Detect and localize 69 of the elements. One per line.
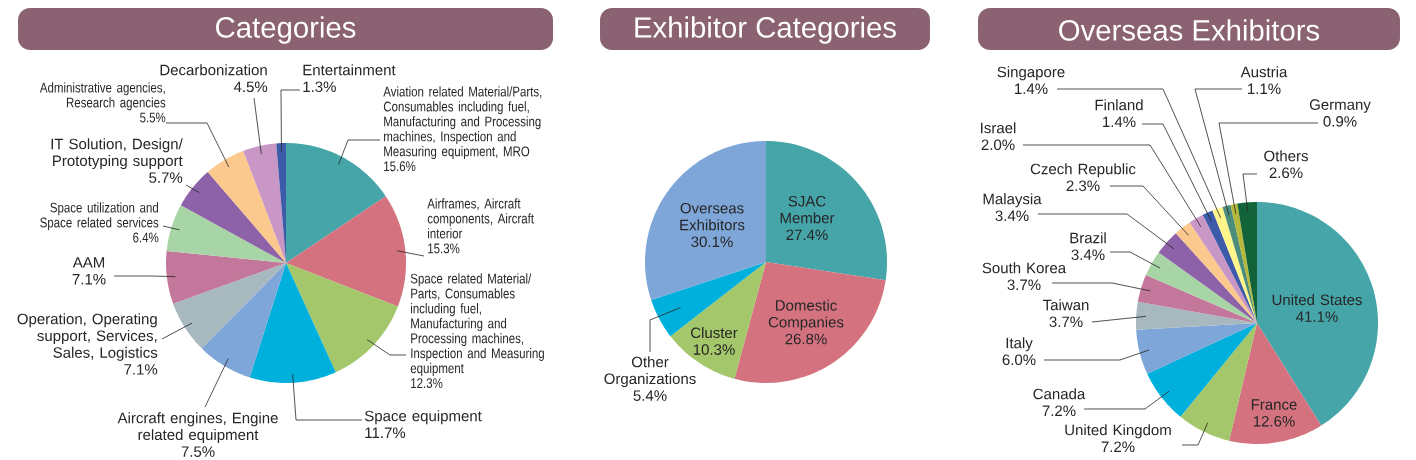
- chart-title: Categories: [216, 16, 356, 44]
- data-label: 7.2%: [1042, 405, 1076, 417]
- data-label: 2.0%: [981, 139, 1015, 151]
- chart-title: Overseas Exhibitors: [1059, 19, 1320, 41]
- data-label: 12.3%: [411, 378, 443, 389]
- slice-label: Taiwan: [1043, 299, 1089, 311]
- slice-label: Administrative agencies, Research agencies: [39, 82, 166, 111]
- data-label: 27.4%: [786, 229, 828, 241]
- data-label: 7.1%: [124, 364, 158, 375]
- data-label: 7.2%: [1101, 441, 1135, 453]
- data-label: 11.7%: [365, 427, 406, 439]
- data-label: 5.5%: [140, 112, 166, 123]
- data-label: 3.7%: [1007, 279, 1041, 291]
- data-label: 0.9%: [1323, 116, 1357, 127]
- slice-label: Aviation related Material/Parts, Consumables including fuel, Manufacturing and Processing machines, Inspection and Measuring equipment, MRO: [383, 86, 542, 160]
- slice-label: Czech Republic: [1030, 163, 1136, 178]
- slice-label: Overseas Exhibitors: [680, 202, 745, 231]
- data-label: 3.4%: [1071, 249, 1105, 261]
- data-label: 3.7%: [1049, 316, 1083, 328]
- data-label: 6.0%: [1002, 354, 1036, 366]
- slice-label: Aircraft engines, Engine related equipment: [117, 412, 278, 444]
- data-label: 2.3%: [1066, 180, 1100, 192]
- slice-label: Domestic Companies: [768, 299, 844, 331]
- data-label: 10.3%: [693, 344, 735, 355]
- data-label: 41.1%: [1296, 311, 1338, 322]
- chart-title: Exhibitor Categories: [635, 16, 896, 44]
- data-label: 4.5%: [233, 81, 268, 93]
- data-label: 1.4%: [1015, 83, 1048, 95]
- slice-label: Singapore: [997, 66, 1065, 81]
- slice-label: Israel: [981, 122, 1016, 134]
- data-label: 6.4%: [133, 232, 159, 243]
- data-label: 1.3%: [303, 81, 336, 93]
- data-label: 2.6%: [1269, 167, 1303, 179]
- slice-label: Malaysia: [983, 193, 1042, 208]
- slice-label: Space related Material/ Parts, Consumables including fuel, Manufacturing and Processing machines, Inspection and Measuring equipment: [410, 273, 544, 376]
- slice-label: United States: [1272, 294, 1362, 306]
- data-label: 5.4%: [633, 390, 667, 401]
- slice-label: Others: [1264, 150, 1308, 162]
- data-label: 7.1%: [72, 273, 106, 285]
- slice-label: AAM: [72, 257, 105, 268]
- data-label: 3.4%: [995, 210, 1029, 222]
- slice-label: France: [1251, 399, 1297, 410]
- slice-label: Operation, Operating support, Services, Sales, Logistics: [17, 313, 158, 361]
- slice-label: Airframes, Aircraft components, Aircraft interior: [427, 198, 534, 239]
- slice-label: SJAC Member: [780, 195, 835, 224]
- data-label: 1.1%: [1248, 83, 1281, 95]
- data-label: 7.5%: [181, 446, 215, 457]
- slice-label: United Kingdom: [1065, 424, 1171, 439]
- slice-label: Cluster: [691, 327, 738, 339]
- data-label: 5.7%: [149, 172, 183, 183]
- slice-label: Finland: [1095, 99, 1143, 111]
- slice-label: IT Solution, Design/ Prototyping support: [51, 138, 183, 170]
- slice-label: South Korea: [982, 262, 1067, 274]
- slice-label: Entertainment: [303, 64, 396, 76]
- slice-label: Brazil: [1070, 232, 1106, 244]
- data-label: 12.6%: [1253, 416, 1295, 427]
- slice-label: Space utilization and Space related services: [40, 202, 159, 231]
- data-label: 15.3%: [428, 243, 460, 254]
- slice-label: Austria: [1240, 66, 1288, 78]
- data-label: 15.6%: [384, 161, 416, 172]
- slice-label: Decarbonization: [160, 64, 267, 76]
- data-label: 1.4%: [1103, 116, 1136, 128]
- slice-label: Other Organizations: [604, 356, 696, 388]
- slice-label: Germany: [1309, 99, 1371, 113]
- data-label: 30.1%: [691, 236, 733, 248]
- data-label: 26.8%: [785, 333, 827, 345]
- slice-label: Space equipment: [364, 410, 482, 425]
- slice-label: Canada: [1033, 388, 1086, 400]
- slice-label: Italy: [1006, 337, 1033, 352]
